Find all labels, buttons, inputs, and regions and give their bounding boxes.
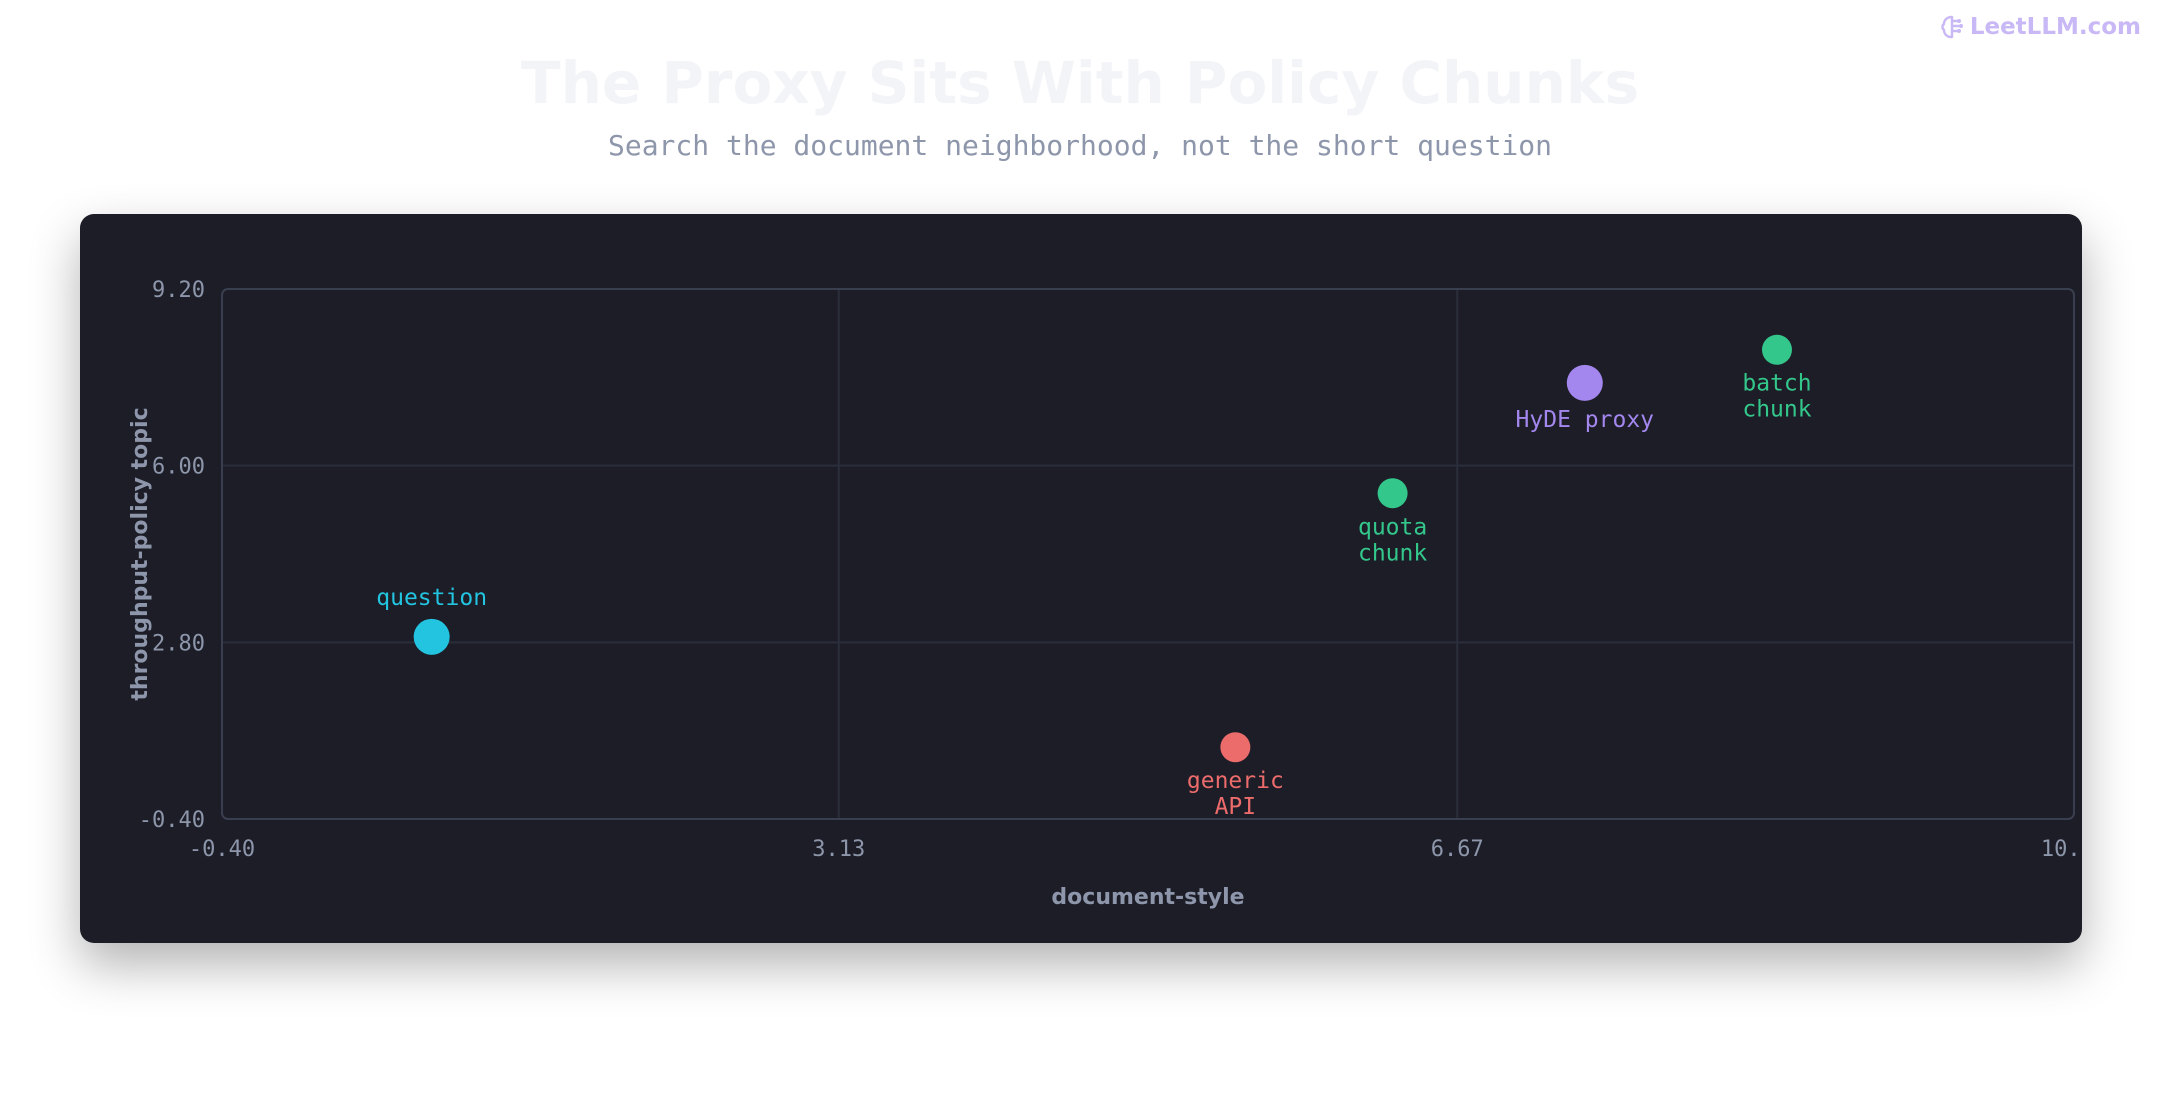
scatter-chart: -0.40 3.13 6.67 10.20 -0.40 2.80 6.00 9.20 ques… — [128, 278, 2082, 910]
chart-card: -0.40 3.13 6.67 10.20 -0.40 2.80 6.00 9.20 ques… — [80, 214, 2082, 943]
data-point-marker[interactable] — [1220, 732, 1251, 763]
y-tick-label: 6.00 — [152, 455, 205, 480]
x-tick-label: 10.20 — [2041, 837, 2082, 862]
x-tick-label: 3.13 — [812, 837, 865, 862]
y-axis-label: throughput-policy topic — [128, 407, 153, 700]
data-point-label: chunk — [1358, 540, 1427, 566]
x-tick-label: 6.67 — [1431, 837, 1484, 862]
x-tick-label: -0.40 — [189, 837, 255, 862]
chart-title: The Proxy Sits With Policy Chunks — [521, 49, 1639, 117]
data-point-label: generic — [1187, 768, 1284, 794]
data-point-marker[interactable] — [1761, 334, 1792, 365]
data-point-label: API — [1215, 794, 1257, 820]
data-point-marker[interactable] — [413, 618, 450, 655]
brand-logo[interactable]: LeetLLM.com — [1940, 14, 2141, 40]
data-point-label: quota — [1358, 514, 1427, 540]
x-axis-label: document-style — [1051, 885, 1244, 910]
data-point[interactable]: question — [376, 585, 487, 655]
data-point-label: chunk — [1742, 397, 1811, 423]
brain-icon — [1941, 15, 1963, 39]
data-point-label: question — [376, 585, 487, 611]
data-point-label: batch — [1742, 371, 1811, 397]
chart-subtitle: Search the document neighborhood, not th… — [607, 129, 1552, 162]
grid — [222, 289, 2074, 819]
brand-text: LeetLLM.com — [1969, 14, 2141, 40]
tick-labels: -0.40 3.13 6.67 10.20 -0.40 2.80 6.00 9.20 — [139, 278, 2082, 862]
data-point[interactable]: HyDE proxy — [1516, 364, 1654, 433]
data-point-label: HyDE proxy — [1516, 407, 1654, 433]
y-tick-label: 2.80 — [152, 631, 205, 656]
y-tick-label: 9.20 — [152, 278, 205, 303]
data-point-marker[interactable] — [1377, 478, 1408, 509]
data-point-marker[interactable] — [1566, 364, 1603, 401]
plot-frame — [221, 288, 2075, 820]
y-tick-label: -0.40 — [139, 808, 205, 833]
